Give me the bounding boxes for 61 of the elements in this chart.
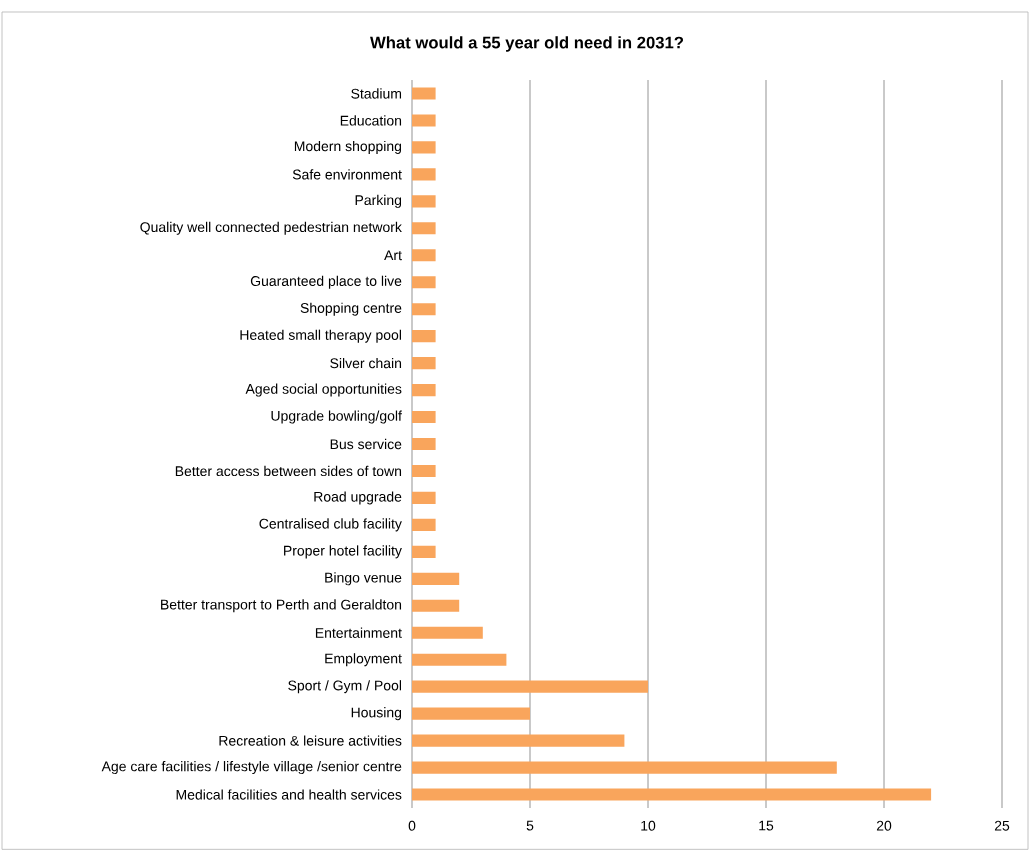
bar (412, 303, 436, 316)
bar (412, 384, 436, 397)
y-tick-label: Road upgrade (314, 491, 402, 505)
bar (412, 410, 436, 424)
bar (412, 195, 436, 208)
bar (412, 572, 460, 585)
y-tick-label: Age care facilities / lifestyle village /senior centre (101, 761, 402, 775)
bar (412, 653, 507, 666)
y-tick-label: Guaranteed place to live (250, 275, 402, 289)
y-tick-label: Bus service (330, 438, 402, 450)
bar (412, 357, 436, 370)
bar (412, 491, 436, 504)
bar (412, 87, 436, 100)
y-tick-label: Better transport to Perth and Geraldton (161, 599, 402, 613)
y-tick-label: Shopping centre (300, 302, 402, 316)
y-tick-label: Centralised club facility (259, 518, 402, 532)
bar (412, 788, 932, 801)
bar (412, 626, 483, 639)
y-tick-label: Quality well connected pedestrian network (140, 221, 402, 235)
bar (412, 249, 436, 262)
bar (412, 599, 460, 612)
y-tick-label: Parking (355, 194, 402, 208)
y-tick-label: Art (384, 250, 402, 261)
x-tick-label: 15 (759, 820, 774, 831)
x-tick-label: 20 (876, 820, 892, 831)
y-tick-label: Silver chain (330, 357, 402, 369)
y-tick-label: Education (340, 115, 402, 126)
bar (412, 437, 436, 451)
x-tick-label: 0 (408, 820, 416, 831)
y-tick-label: Medical facilities and health services (176, 789, 402, 800)
bar (412, 707, 530, 720)
x-tick-label: 5 (526, 820, 534, 831)
x-tick-label: 25 (994, 820, 1010, 831)
y-tick-label: Modern shopping (294, 140, 402, 154)
y-tick-label: Stadium (351, 88, 402, 99)
y-tick-label: Bingo venue (325, 572, 402, 586)
y-tick-label: Entertainment (315, 627, 402, 638)
y-tick-label: Upgrade bowling/golf (271, 410, 402, 424)
y-tick-label: Employment (325, 653, 402, 667)
bar (412, 114, 436, 127)
y-tick-label: Better access between sides of town (175, 465, 402, 477)
bar (412, 464, 436, 478)
bar (412, 734, 625, 747)
chart-title: What would a 55 year old need in 2031? (370, 36, 684, 52)
y-tick-label: Housing (351, 707, 402, 721)
bar (412, 761, 837, 774)
y-tick-label: Sport / Gym / Pool (288, 680, 402, 694)
y-tick-label: Heated small therapy pool (240, 329, 401, 343)
bar (412, 222, 436, 235)
y-tick-label: Aged social opportunities (245, 383, 402, 397)
y-tick-label: Recreation & leisure activities (219, 735, 402, 746)
bar (412, 518, 436, 531)
bar (412, 330, 436, 343)
y-tick-label: Proper hotel facility (284, 545, 402, 559)
bar (412, 141, 436, 154)
bar (412, 680, 649, 693)
bar (412, 276, 436, 289)
bar (412, 545, 436, 558)
y-tick-label: Safe environment (292, 169, 402, 180)
x-tick-label: 10 (641, 820, 656, 831)
bar (412, 168, 436, 181)
